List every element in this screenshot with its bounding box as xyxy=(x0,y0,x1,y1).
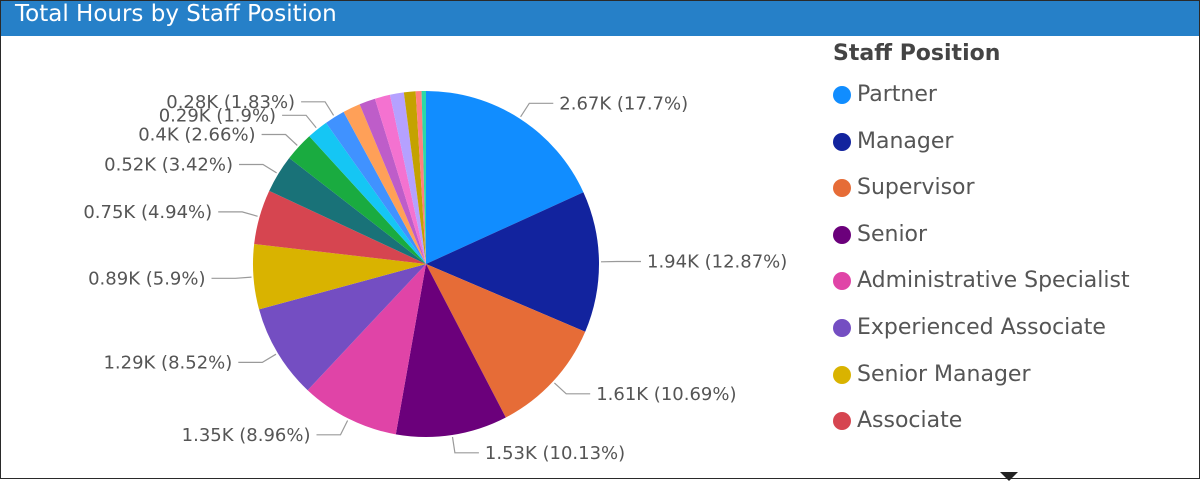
legend-marker xyxy=(833,179,851,197)
leader-line-6 xyxy=(212,277,252,278)
data-label-5: 1.29K (8.52%) xyxy=(103,352,232,373)
legend-marker xyxy=(833,366,851,384)
data-label-6: 0.89K (5.9%) xyxy=(88,268,205,289)
leader-line-9 xyxy=(262,135,298,146)
leader-line-0 xyxy=(521,103,554,117)
data-label-3: 1.53K (10.13%) xyxy=(485,443,625,464)
legend-label: Associate xyxy=(857,407,962,435)
leader-line-2 xyxy=(554,383,590,394)
legend-title: Staff Position xyxy=(833,41,1000,66)
data-label-9: 0.4K (2.66%) xyxy=(138,125,255,146)
leader-line-10 xyxy=(282,115,316,127)
leader-line-5 xyxy=(238,354,276,362)
leader-line-3 xyxy=(453,437,479,453)
legend-label: Manager xyxy=(857,128,953,156)
data-label-4: 1.35K (8.96%) xyxy=(182,425,311,446)
data-label-2: 1.61K (10.69%) xyxy=(596,384,736,405)
pie-chart: 2.67K (17.7%) 1.94K (12.87%) 1.61K (10.69%… xyxy=(1,37,821,477)
legend-marker xyxy=(833,226,851,244)
legend-label: Administrative Specialist xyxy=(857,267,1130,295)
data-label-0: 2.67K (17.7%) xyxy=(559,93,688,114)
leader-line-8 xyxy=(239,165,277,173)
pie-slices xyxy=(253,91,599,437)
leader-line-7 xyxy=(218,212,257,216)
data-label-8: 0.52K (3.42%) xyxy=(104,155,233,176)
chart-title: Total Hours by Staff Position xyxy=(15,1,337,28)
legend-label: Experienced Associate xyxy=(857,314,1106,342)
leader-line-11 xyxy=(301,102,334,116)
legend-marker xyxy=(833,86,851,104)
legend-scroll-down-icon[interactable] xyxy=(1000,472,1018,481)
legend-marker xyxy=(833,412,851,430)
legend-label: Senior Manager xyxy=(857,361,1031,389)
legend-label: Supervisor xyxy=(857,174,975,202)
legend-marker xyxy=(833,272,851,290)
leader-line-4 xyxy=(317,421,348,435)
legend-marker xyxy=(833,319,851,337)
legend-label: Partner xyxy=(857,81,937,109)
data-label-11: 0.28K (1.83%) xyxy=(166,92,295,113)
legend-marker xyxy=(833,133,851,151)
data-label-7: 0.75K (4.94%) xyxy=(83,202,212,223)
data-label-1: 1.94K (12.87%) xyxy=(647,252,787,273)
title-bar: Total Hours by Staff Position xyxy=(1,1,1199,36)
legend-label: Senior xyxy=(857,221,927,249)
